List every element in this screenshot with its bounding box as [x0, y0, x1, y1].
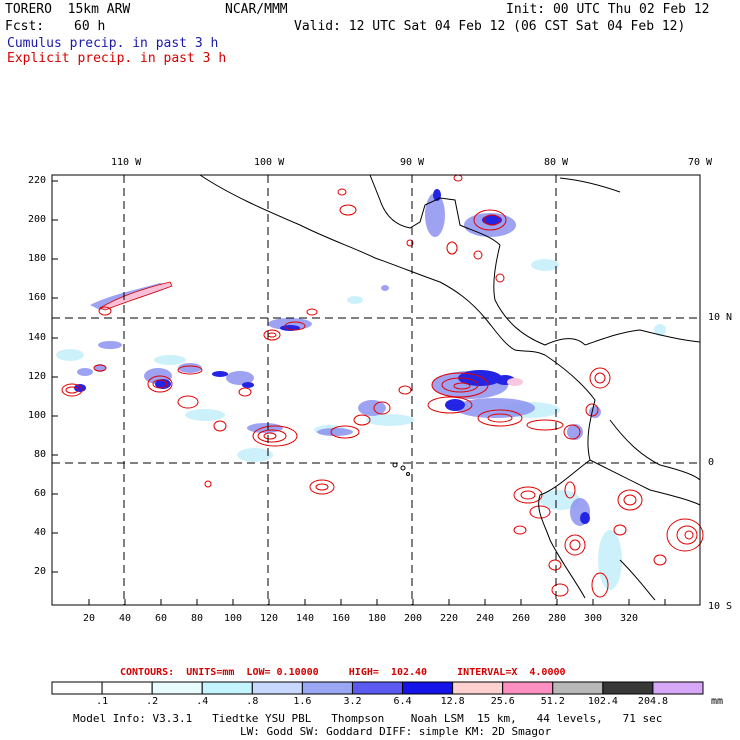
lat-label-0: 0: [708, 457, 715, 468]
colorbar-label: 25.6: [490, 696, 515, 707]
y-label: 200: [28, 214, 47, 225]
physics-info: LW: Godd SW: Goddard DIFF: simple KM: 2D…: [240, 725, 552, 738]
y-label: 100: [28, 410, 47, 421]
organization-label: NCAR/MMM: [225, 2, 288, 17]
x-label: 20: [83, 613, 96, 624]
x-label: 260: [512, 613, 531, 624]
forecast-label: Fcst:: [5, 19, 45, 34]
colorbar-label: 51.2: [540, 696, 565, 707]
colorbar-label: 12.8: [440, 696, 465, 707]
x-label: 220: [440, 613, 459, 624]
y-tick-marks: [52, 180, 58, 573]
colorbar-cell: [452, 681, 504, 695]
x-label: 160: [332, 613, 351, 624]
colorbar-cell: [552, 681, 604, 695]
x-label: 60: [155, 613, 168, 624]
cumulus-precip-fields: [56, 189, 666, 590]
contour-info: CONTOURS: UNITS=mm LOW= 0.10000 HIGH= 10…: [120, 667, 566, 678]
y-label: 160: [28, 292, 47, 303]
x-label: 80: [191, 613, 204, 624]
x-label: 300: [584, 613, 603, 624]
model-title: TORERO 15km ARW: [5, 2, 131, 17]
lon-label-110w: 110 W: [111, 157, 142, 168]
colorbar-cell: [101, 681, 153, 695]
x-label: 120: [260, 613, 279, 624]
colorbar-label: .1: [96, 696, 109, 707]
y-label: 40: [34, 527, 47, 538]
x-label: 180: [368, 613, 387, 624]
grid-lines: [52, 175, 700, 605]
lon-label-70w: 70 W: [688, 157, 713, 168]
colorbar-cell: [652, 681, 704, 695]
coastlines: [199, 174, 701, 601]
colorbar-cell: [151, 681, 203, 695]
model-info: Model Info: V3.3.1 Tiedtke YSU PBL Thomp…: [73, 712, 663, 725]
explicit-precip-label: Explicit precip. in past 3 h: [7, 51, 227, 66]
lon-label-80w: 80 W: [544, 157, 569, 168]
x-tick-marks: [88, 599, 666, 605]
colorbar-label: 204.8: [637, 696, 669, 707]
x-label: 40: [119, 613, 132, 624]
colorbar-label: 1.6: [293, 696, 312, 707]
x-label: 100: [224, 613, 243, 624]
colorbar-label: 6.4: [393, 696, 412, 707]
colorbar-cell: [251, 681, 303, 695]
colorbar-label: 3.2: [343, 696, 362, 707]
x-label: 280: [548, 613, 567, 624]
x-label: 140: [296, 613, 315, 624]
forecast-hour: 60 h: [74, 19, 106, 34]
y-label: 60: [34, 488, 47, 499]
colorbar-cell: [301, 681, 353, 695]
map-frame: [51, 174, 701, 606]
colorbar-label: .2: [146, 696, 159, 707]
y-label: 220: [28, 175, 47, 186]
colorbar-cell: [51, 681, 103, 695]
valid-time: Valid: 12 UTC Sat 04 Feb 12 (06 CST Sat …: [294, 19, 686, 34]
colorbar-unit: mm: [711, 696, 724, 707]
colorbar-label: 102.4: [587, 696, 618, 707]
y-label: 180: [28, 253, 47, 264]
colorbar-label: .4: [196, 696, 209, 707]
x-label: 320: [620, 613, 639, 624]
cumulus-precip-label: Cumulus precip. in past 3 h: [7, 36, 219, 51]
init-time: Init: 00 UTC Thu 02 Feb 12: [506, 2, 710, 17]
x-label: 200: [404, 613, 423, 624]
y-label: 20: [34, 566, 47, 577]
lat-label-10n: 10 N: [708, 312, 733, 323]
lat-label-10s: 10 S: [708, 601, 733, 612]
colorbar-label: .8: [246, 696, 259, 707]
x-label: 240: [476, 613, 495, 624]
y-label: 120: [28, 371, 47, 382]
colorbar-cell: [502, 681, 554, 695]
lon-label-100w: 100 W: [254, 157, 285, 168]
explicit-precip-contours: [61, 174, 704, 598]
lon-label-90w: 90 W: [400, 157, 425, 168]
y-label: 140: [28, 332, 47, 343]
colorbar-cell: [602, 681, 654, 695]
colorbar-cell: [201, 681, 253, 695]
y-label: 80: [34, 449, 47, 460]
colorbar-cell: [351, 681, 404, 695]
colorbar-cell: [402, 681, 454, 695]
